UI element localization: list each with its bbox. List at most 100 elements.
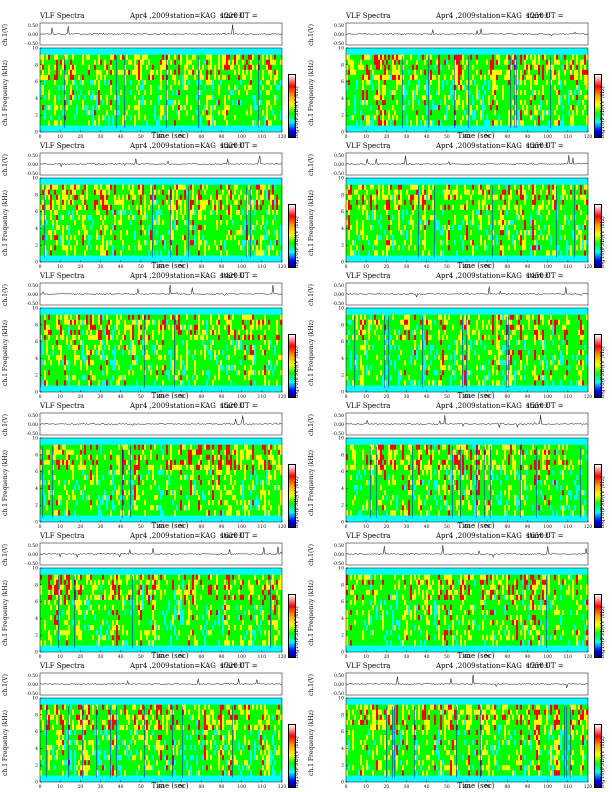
spectrogram-cell (418, 90, 421, 96)
spectrogram-cell (238, 84, 241, 91)
spectrogram-cell (412, 100, 415, 106)
spectrogram-cell (114, 204, 117, 211)
spectrogram-cell (52, 74, 55, 81)
spectrogram-cell (68, 225, 71, 231)
spectrogram-cell (120, 240, 123, 246)
spectrogram-cell (404, 100, 407, 106)
spectrogram-cell (544, 100, 547, 106)
ts-tick-label: -0.50 (332, 41, 344, 47)
spectrogram-cell (244, 100, 247, 106)
spectrogram-cell (246, 120, 249, 126)
spectrogram-cell (382, 115, 385, 121)
spectrogram-cell (240, 84, 243, 91)
spectrogram-cell (454, 95, 457, 101)
spectrogram-cell (120, 225, 123, 231)
spectrogram-cell (566, 74, 569, 81)
spectrogram-cell (194, 59, 197, 66)
spectrogram-cell (396, 79, 399, 86)
time-axis-label: Time (sec) (130, 262, 210, 270)
spectrogram-cell (118, 64, 121, 71)
spectrogram-cell (232, 84, 235, 91)
spectrogram-cell (364, 79, 367, 86)
spectrogram-cell (78, 230, 81, 236)
spectrogram-cell (104, 79, 107, 86)
spectrogram-cell (46, 74, 49, 81)
spectrogram-cell (234, 245, 237, 251)
spectrogram-cell (430, 74, 433, 81)
spectrogram-cell (164, 209, 167, 216)
spectrogram-cell (102, 105, 105, 111)
spectrogram-cell (368, 69, 371, 76)
spectrogram-cell (232, 120, 235, 126)
spectrogram-cell (70, 59, 73, 66)
spectrogram-cell (102, 199, 105, 206)
spectrogram-cell (120, 59, 123, 66)
spectrogram-cell (536, 90, 539, 96)
spectrogram-cell (214, 250, 217, 256)
spectrogram-cell (438, 120, 441, 126)
spectrogram-cell (160, 194, 163, 201)
spectrogram-cell (50, 90, 53, 96)
spectrogram-cell (570, 120, 573, 126)
spectrogram-cell (52, 204, 55, 211)
spectrogram-cell (132, 189, 135, 196)
spectrogram-cell (242, 235, 245, 241)
spectrogram-cell (228, 250, 231, 256)
spectrogram-cell (56, 189, 59, 196)
spectrogram-cell (512, 95, 515, 101)
spectrogram-cell (496, 84, 499, 91)
spectrogram-cell (90, 225, 93, 231)
spectrogram-cell (376, 74, 379, 81)
waveform-plot: 0.500.00-0.50 (332, 22, 589, 47)
spectrogram-cell (144, 54, 147, 61)
spectrogram-cell (218, 184, 221, 191)
spectrogram-cell (470, 74, 473, 81)
spectrogram-cell (150, 220, 153, 226)
spectrogram-cell (200, 105, 203, 111)
spectrogram-cell (168, 95, 171, 101)
spectrogram-cell (40, 204, 43, 211)
spectrogram-cell (236, 69, 239, 76)
spectrogram-cell (50, 59, 53, 66)
spectrogram-cell (386, 59, 389, 66)
spectrogram-cell (422, 100, 425, 106)
spectrogram-cell (166, 230, 169, 236)
spectrogram-cell (146, 240, 149, 246)
spectrogram-cell (232, 225, 235, 231)
spectrogram-cell (490, 95, 493, 101)
spectrogram-cell (354, 110, 357, 116)
spectrogram-cell (168, 84, 171, 91)
spectrogram-cell (204, 115, 207, 121)
spectrogram-cell (96, 105, 99, 111)
spectrogram-cell (220, 235, 223, 241)
spectrogram-cell (522, 100, 525, 106)
spectrogram-cell (200, 90, 203, 96)
spectrogram-cell (220, 110, 223, 116)
ts-tick-label: 0.50 (334, 23, 344, 29)
spectrogram-cell (362, 79, 365, 86)
spectrogram-cell (490, 59, 493, 66)
spectrogram-cell (124, 209, 127, 216)
spectrogram-cell (544, 64, 547, 71)
spectrogram-cell (388, 54, 391, 61)
spectrogram-cell (136, 90, 139, 96)
spectrogram-cell (224, 204, 227, 211)
spectrogram-cell (84, 100, 87, 106)
time-tick-label: 120 (584, 134, 593, 140)
spectrogram-cell (194, 250, 197, 256)
spectrogram-cell (528, 100, 531, 106)
spectrogram-cell (126, 225, 129, 231)
spectrogram-cell (358, 84, 361, 91)
spectrogram-cell (558, 64, 561, 71)
colorbar-label: log10(PSD)(V²/Hz) (294, 208, 306, 268)
spectrogram-cell (214, 64, 217, 71)
spectrogram-cell (50, 105, 53, 111)
spectrogram-cell (274, 74, 277, 81)
spectrogram-cell (166, 74, 169, 81)
spectrogram-cell (90, 230, 93, 236)
spectrogram-cell (188, 110, 191, 116)
spectrogram-cell (104, 235, 107, 241)
spectrogram-cell (174, 209, 177, 216)
spectrogram-cell (368, 95, 371, 101)
spectrogram-cell (190, 84, 193, 91)
